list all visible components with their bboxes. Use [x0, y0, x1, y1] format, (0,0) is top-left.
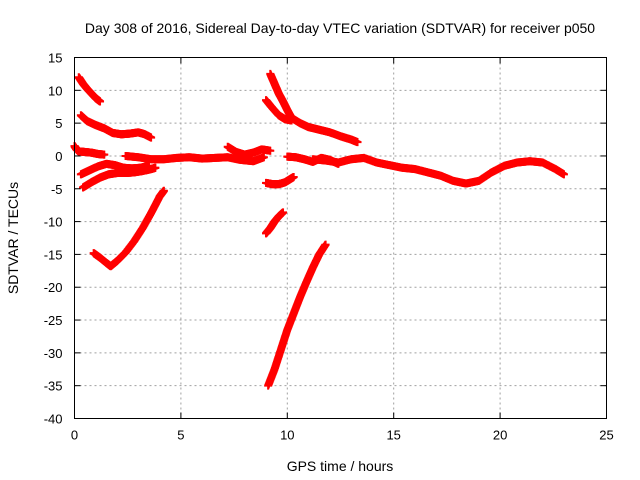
y-tick-label: -25 — [44, 313, 63, 328]
series-track-b — [76, 111, 156, 142]
series-track-h — [223, 142, 275, 159]
series-track-m — [262, 208, 288, 238]
x-tick-label: 25 — [599, 428, 613, 443]
data-point — [151, 163, 160, 172]
data-point — [259, 153, 268, 162]
y-axis-label: SDTVAR / TECUs — [5, 182, 21, 294]
y-tick-label: -35 — [44, 379, 63, 394]
x-tick-label: 0 — [71, 428, 78, 443]
chart-title: Day 308 of 2016, Sidereal Day-to-day VTE… — [85, 20, 595, 36]
data-point — [321, 240, 330, 249]
x-tick-label: 20 — [493, 428, 507, 443]
data-point — [159, 186, 168, 195]
series-track-g — [121, 151, 268, 166]
x-tick-label: 10 — [280, 428, 294, 443]
y-tick-label: -5 — [51, 182, 63, 197]
axis-ticks: 0 5 10 15 20 25 -40 -35 -30 -25 -20 -15 -10 -5 0 5 10 15 — [44, 51, 614, 443]
x-axis-label: GPS time / hours — [287, 458, 394, 474]
data-point — [266, 146, 275, 155]
x-tick-label: 5 — [177, 428, 184, 443]
series-track-j — [262, 96, 296, 125]
data-point — [559, 170, 568, 179]
series-track-p — [308, 153, 568, 188]
data-point — [289, 172, 298, 181]
data-point — [100, 150, 109, 159]
y-tick-label: 0 — [55, 149, 62, 164]
data-series — [70, 69, 568, 390]
x-tick-label: 15 — [386, 428, 400, 443]
series-track-l — [262, 172, 298, 189]
y-tick-label: -20 — [44, 280, 63, 295]
series-track-f — [89, 186, 168, 271]
series-track-c — [70, 142, 109, 159]
series-track-n — [264, 240, 330, 390]
plot-frame — [74, 57, 607, 419]
y-tick-label: 10 — [48, 83, 62, 98]
data-point — [353, 138, 362, 147]
series-track-k — [287, 113, 362, 147]
data-point — [279, 208, 288, 217]
y-tick-label: -15 — [44, 247, 63, 262]
data-point — [96, 97, 105, 106]
grid — [74, 57, 607, 419]
data-point — [147, 133, 156, 142]
y-tick-label: 15 — [48, 51, 62, 66]
y-tick-label: -40 — [44, 412, 63, 427]
series-track-e — [79, 163, 160, 192]
y-tick-label: -10 — [44, 215, 63, 230]
y-tick-label: 5 — [55, 116, 62, 131]
series-track-a — [74, 73, 105, 106]
y-tick-label: -30 — [44, 346, 63, 361]
